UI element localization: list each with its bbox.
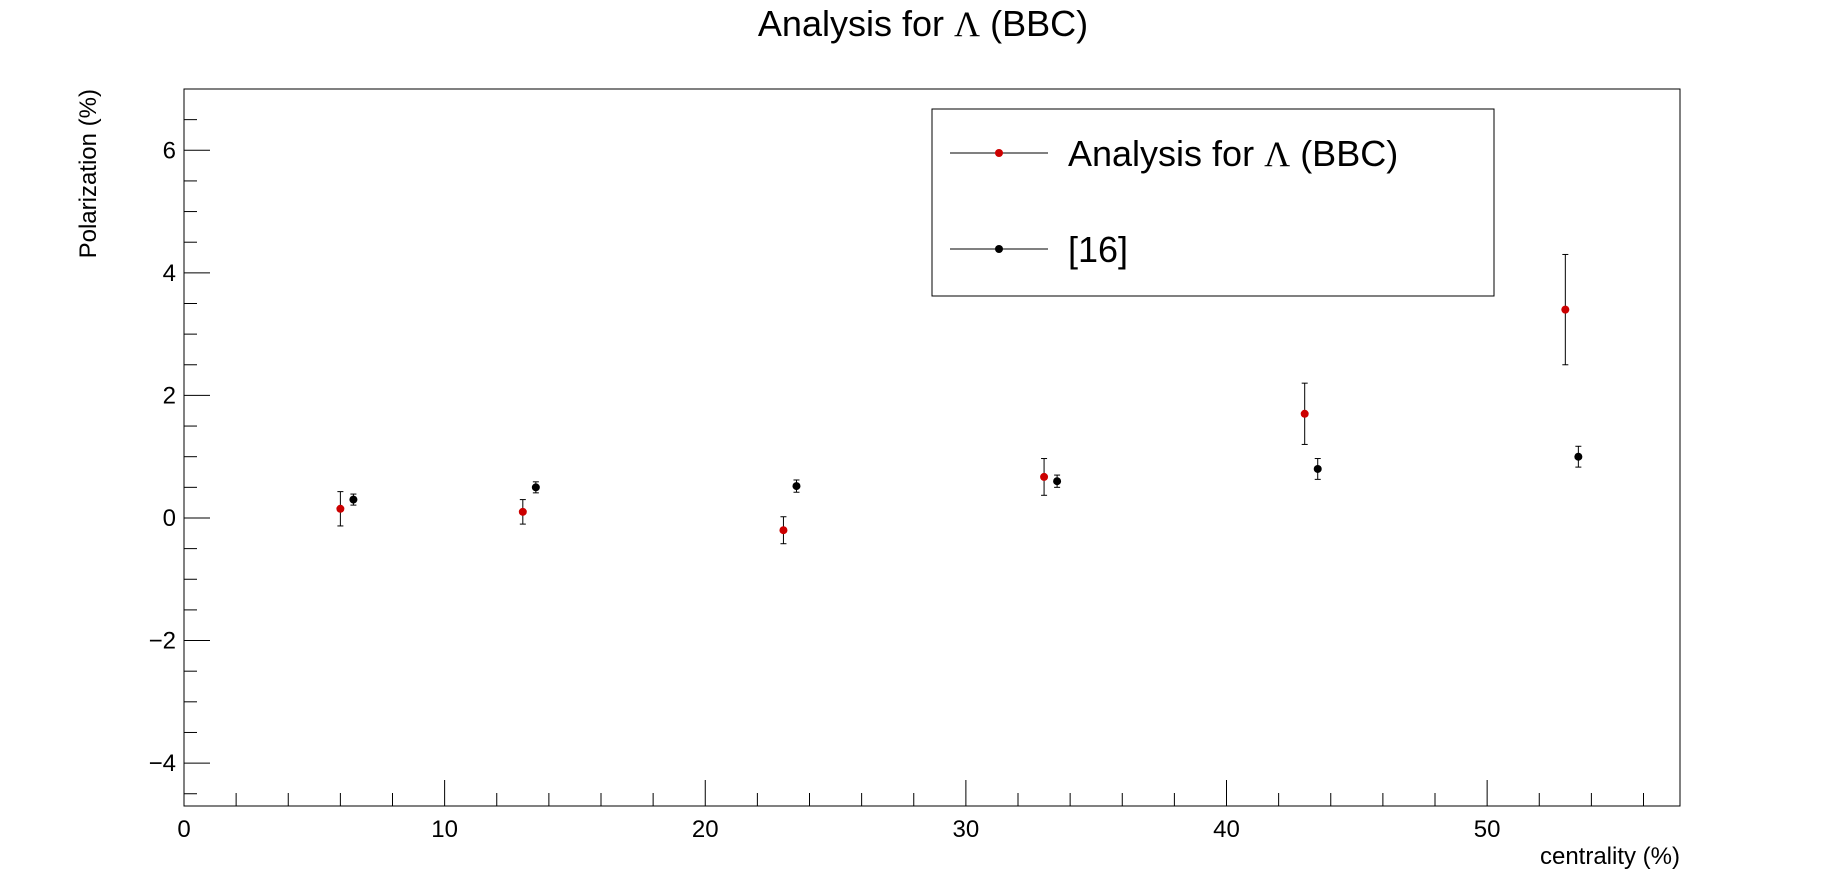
data-point xyxy=(1574,452,1583,461)
chart-title: Analysis for Λ (BBC) xyxy=(758,3,1088,44)
plot-frame xyxy=(183,88,1681,807)
data-marks xyxy=(336,253,1583,545)
x-axis-label: centrality (%) xyxy=(1540,843,1680,870)
x-tick-label: 10 xyxy=(431,816,458,843)
legend-label: Analysis for Λ (BBC) xyxy=(1068,133,1398,174)
data-point xyxy=(336,504,345,513)
legend-box xyxy=(931,108,1495,297)
data-point xyxy=(349,495,358,504)
axes: 0 10 20 30 40 50 −4 −2 0 2 4 6 xyxy=(149,88,1645,843)
x-tick-label: 50 xyxy=(1474,816,1501,843)
legend-marker xyxy=(995,245,1003,253)
data-point xyxy=(531,483,540,492)
data-point xyxy=(518,507,527,516)
data-point xyxy=(1040,472,1049,481)
legend-marker xyxy=(995,149,1003,157)
legend: Analysis for Λ (BBC) [16] xyxy=(931,108,1495,297)
series-1 xyxy=(336,253,1570,545)
data-point xyxy=(1313,464,1322,473)
series-2 xyxy=(349,445,1583,506)
y-tick-label: 0 xyxy=(163,505,176,532)
y-tick-label: 2 xyxy=(163,382,176,409)
x-tick-label: 30 xyxy=(953,816,980,843)
y-tick-label: −2 xyxy=(149,628,176,655)
data-point xyxy=(1053,477,1062,486)
y-tick-label: 4 xyxy=(163,260,176,287)
y-axis-label: Polarization (%) xyxy=(75,89,102,258)
x-tick-label: 40 xyxy=(1213,816,1240,843)
data-point xyxy=(1561,305,1570,314)
lambda-symbol: Λ xyxy=(954,4,980,44)
x-tick-label: 20 xyxy=(692,816,719,843)
legend-label: [16] xyxy=(1068,229,1128,270)
x-tick-label: 0 xyxy=(177,816,190,843)
data-point xyxy=(779,526,788,535)
y-tick-label: −4 xyxy=(149,750,176,777)
data-point xyxy=(1300,409,1309,418)
y-tick-label: 6 xyxy=(163,137,176,164)
data-point xyxy=(792,482,801,491)
